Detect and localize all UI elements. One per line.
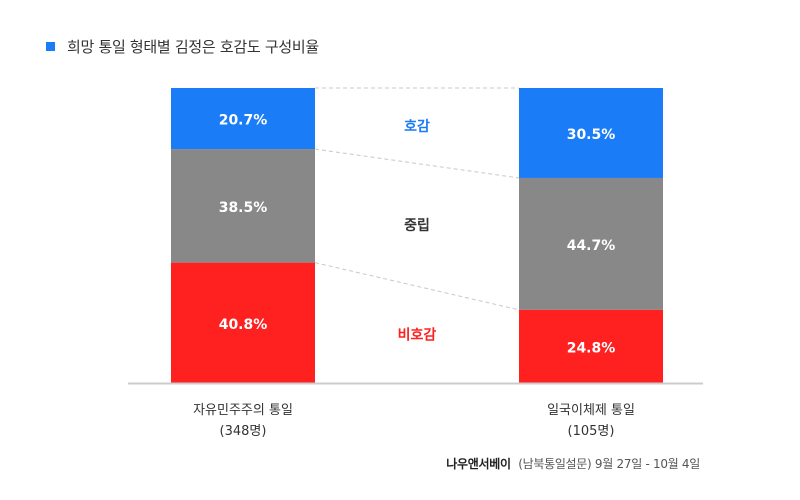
category-label: 일국이체제 통일: [547, 403, 635, 418]
legend-label: 희망 통일 형태별 김정은 호감도 구성비율: [67, 38, 319, 56]
connector-line: [314, 148, 520, 179]
source-brand: 나우앤서베이: [446, 457, 511, 471]
data-label: 20.7%: [219, 113, 268, 129]
series-label: 호감: [404, 118, 430, 135]
category-label: (105명): [568, 424, 615, 439]
bar-segment: [171, 149, 315, 263]
bar-segment: [519, 309, 663, 383]
data-label: 24.8%: [567, 340, 616, 356]
category-label: 자유민주주의 통일: [193, 403, 293, 418]
source-note: 나우앤서베이 (남북통일설문) 9월 27일 - 10월 4일: [446, 455, 700, 472]
bar-segment: [519, 177, 663, 310]
bar-segment: [519, 88, 663, 178]
data-label: 44.7%: [567, 238, 616, 254]
category-label: (348명): [220, 424, 267, 439]
bar-segment: [171, 262, 315, 383]
legend-swatch: [46, 42, 55, 51]
connector-line: [314, 262, 520, 311]
source-detail: (남북통일설문) 9월 27일 - 10월 4일: [518, 457, 700, 471]
legend: 희망 통일 형태별 김정은 호감도 구성비율: [46, 36, 319, 57]
data-label: 38.5%: [219, 200, 268, 216]
data-label: 40.8%: [219, 317, 268, 333]
data-label: 30.5%: [567, 127, 616, 143]
series-label: 비호감: [398, 327, 437, 344]
bar-segment: [171, 88, 315, 150]
series-label: 중립: [404, 218, 430, 234]
